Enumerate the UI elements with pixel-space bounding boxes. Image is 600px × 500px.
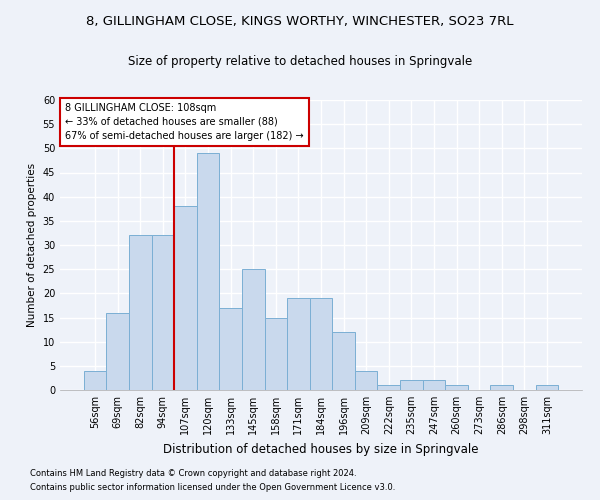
Bar (174, 206, 197, 390)
Bar (377, 385, 400, 390)
Text: Contains public sector information licensed under the Open Government Licence v3: Contains public sector information licen… (30, 484, 395, 492)
Bar (332, 332, 355, 390)
Y-axis label: Number of detached properties: Number of detached properties (27, 163, 37, 327)
Text: Size of property relative to detached houses in Springvale: Size of property relative to detached ho… (128, 55, 472, 68)
Bar (242, 269, 265, 390)
Bar (265, 318, 287, 390)
Bar (152, 236, 174, 390)
X-axis label: Distribution of detached houses by size in Springvale: Distribution of detached houses by size … (163, 442, 479, 456)
Text: 8, GILLINGHAM CLOSE, KINGS WORTHY, WINCHESTER, SO23 7RL: 8, GILLINGHAM CLOSE, KINGS WORTHY, WINCH… (86, 15, 514, 28)
Bar (197, 153, 220, 390)
Bar (536, 385, 558, 390)
Bar (400, 380, 422, 390)
Bar (445, 385, 468, 390)
Bar (84, 370, 106, 390)
Bar (490, 385, 513, 390)
Bar (355, 370, 377, 390)
Text: 8 GILLINGHAM CLOSE: 108sqm
← 33% of detached houses are smaller (88)
67% of semi: 8 GILLINGHAM CLOSE: 108sqm ← 33% of deta… (65, 103, 304, 141)
Bar (129, 236, 152, 390)
Bar (422, 380, 445, 390)
Bar (220, 308, 242, 390)
Text: Contains HM Land Registry data © Crown copyright and database right 2024.: Contains HM Land Registry data © Crown c… (30, 468, 356, 477)
Bar (287, 298, 310, 390)
Bar (310, 298, 332, 390)
Bar (106, 312, 129, 390)
